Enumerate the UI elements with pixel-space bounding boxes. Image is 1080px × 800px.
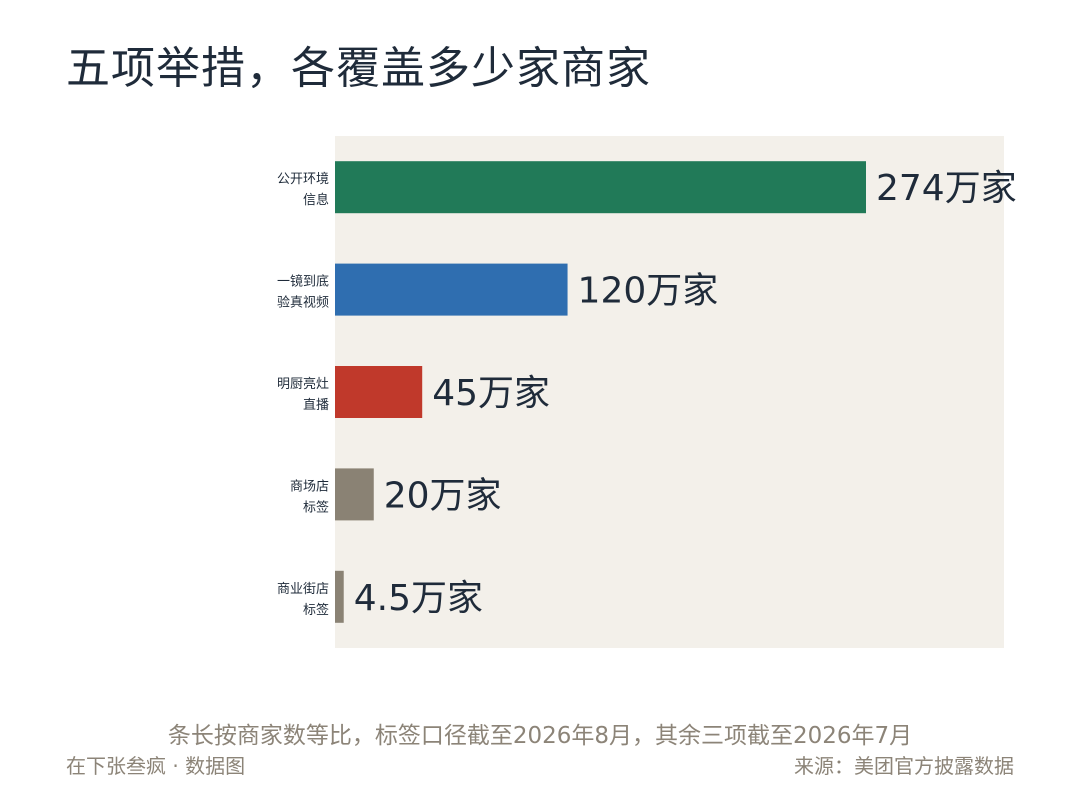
value-label: 45万家 [432,373,550,414]
bar [335,468,374,521]
category-label: 一镜到底验真视频 [277,274,329,311]
bar [335,161,866,214]
value-label: 120万家 [578,271,719,312]
source-credit: 来源：美团官方披露数据 [794,754,1014,778]
plot-background [335,136,1004,648]
bar [335,263,568,316]
category-label: 公开环境信息 [277,172,329,208]
chart-footnote: 条长按商家数等比，标签口径截至2026年8月，其余三项截至2026年7月 [167,723,913,749]
bar [335,366,423,418]
chart-title: 五项举措，各覆盖多少家商家 [66,43,651,94]
byline: 在下张叁疯 · 数据图 [66,754,246,778]
category-label: 明厨亮灶直播 [277,376,329,413]
value-label: 274万家 [876,168,1017,209]
bar [335,570,344,623]
category-label: 商业街店标签 [277,582,329,618]
value-label: 20万家 [384,475,502,516]
category-label: 商场店标签 [290,479,329,515]
value-label: 4.5万家 [354,578,483,619]
